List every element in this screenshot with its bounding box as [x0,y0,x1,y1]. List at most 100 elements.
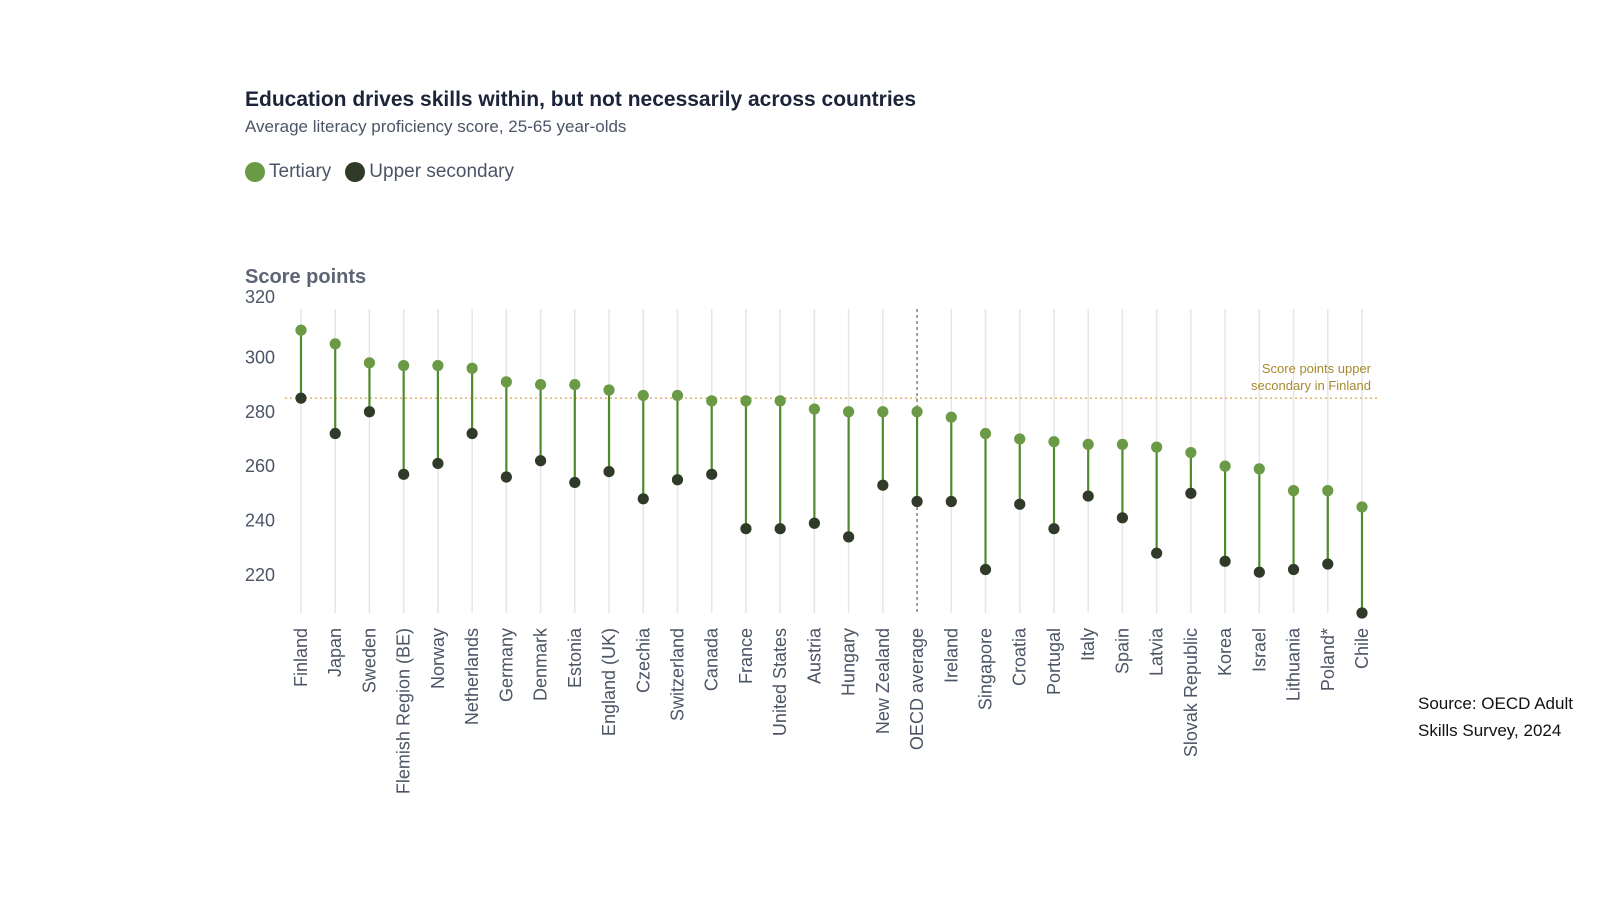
tertiary-point [1082,438,1094,451]
upper-secondary-point [637,493,649,505]
category-label: England (UK) [599,628,619,736]
tertiary-point [1356,501,1368,513]
chart-title: Education drives skills within, but not … [245,88,917,111]
tertiary-point [1116,438,1129,451]
tertiary-point [843,406,855,418]
category-label: OECD average [907,628,927,750]
tertiary-point [774,395,786,407]
upper-secondary-point [808,517,820,529]
tertiary-point [808,403,820,415]
category-label: Singapore [976,628,996,710]
source-note: Source: OECD Adult Skills Survey, 2024 [1418,690,1593,744]
category-label: Austria [804,627,824,684]
tertiary-point [329,338,341,350]
category-label: Sweden [359,628,379,693]
category-label: Czechia [633,627,653,693]
upper-secondary-point [295,392,307,404]
tertiary-point [569,378,581,391]
category-label: Slovak Republic [1181,628,1201,757]
tertiary-point [1185,446,1197,459]
upper-secondary-point [1014,498,1026,510]
category-label: Poland* [1318,628,1338,691]
tertiary-point [911,406,923,418]
category-label: Korea [1215,627,1235,676]
tertiary-point [466,362,478,374]
category-label: France [736,628,756,684]
upper-secondary-point [1219,555,1231,567]
category-label: Chile [1352,628,1372,669]
category-label: Israel [1249,628,1269,672]
upper-secondary-point [500,471,512,483]
upper-secondary-point [1151,547,1163,559]
reference-label-line-2: secondary in Finland [1251,378,1371,393]
upper-secondary-point [398,468,410,480]
legend-item-upper-secondary: Upper secondary [345,161,514,183]
upper-secondary-point [1048,523,1060,535]
tertiary-point [877,406,889,418]
tertiary-point [363,357,376,369]
legend-label-upper-secondary: Upper secondary [369,161,514,182]
category-label: Estonia [565,627,585,688]
upper-secondary-point [363,406,376,418]
category-label: Germany [496,628,516,702]
category-label: Denmark [531,627,551,701]
upper-secondary-point [706,468,718,480]
upper-secondary-point [1082,490,1094,502]
tertiary-point [295,324,307,336]
upper-secondary-point [1185,487,1197,499]
upper-secondary-point [774,523,786,535]
tertiary-point [1014,433,1026,445]
reference-label-line-1: Score points upper [1262,361,1372,376]
tertiary-point [1048,436,1060,448]
category-label: Spain [1112,628,1132,674]
y-tick-label: 300 [245,347,275,367]
upper-secondary-point [671,474,684,486]
tertiary-point [740,395,752,407]
upper-secondary-point [911,495,923,508]
tertiary-point [500,376,512,388]
category-label: Switzerland [667,628,687,721]
category-label: Flemish Region (BE) [394,628,414,794]
tertiary-point [671,389,684,402]
category-label: New Zealand [873,628,893,734]
upper-secondary-point [1116,512,1129,524]
upper-secondary-point [603,465,615,478]
tertiary-point [398,359,410,372]
upper-secondary-point [1253,566,1265,578]
y-tick-label: 320 [245,287,275,307]
tertiary-point [637,389,649,402]
category-label: Croatia [1010,627,1030,686]
tertiary-point [945,411,957,423]
tertiary-point [1219,460,1231,472]
source-line-1: Source: OECD Adult [1418,694,1573,713]
category-label: Japan [325,628,345,677]
upper-secondary-point [979,563,992,576]
legend-swatch-upper-secondary [345,162,366,182]
tertiary-point [979,427,992,440]
upper-secondary-point [569,476,581,489]
upper-secondary-point [945,495,957,508]
tertiary-point [1151,441,1163,453]
upper-secondary-point [534,455,547,467]
tertiary-point [534,378,547,391]
tertiary-point [1287,485,1300,497]
y-tick-label: 220 [245,565,275,585]
legend-item-tertiary: Tertiary [245,161,331,183]
upper-secondary-point [740,523,752,535]
category-label: Lithuania [1284,627,1304,701]
tertiary-point [603,384,615,396]
upper-secondary-point [1322,558,1334,570]
legend-swatch-tertiary [245,162,265,182]
y-tick-label: 280 [245,402,275,422]
upper-secondary-point [432,457,444,470]
source-line-2: Skills Survey, 2024 [1418,721,1562,740]
category-label: Canada [702,627,722,691]
legend: Tertiary Upper secondary [245,161,514,183]
legend-label-tertiary: Tertiary [269,161,332,182]
category-label: Norway [428,628,448,689]
upper-secondary-point [329,427,341,440]
category-label: Latvia [1147,627,1167,676]
category-label: Ireland [941,628,961,683]
category-label: Hungary [839,628,859,696]
tertiary-point [1322,485,1334,497]
